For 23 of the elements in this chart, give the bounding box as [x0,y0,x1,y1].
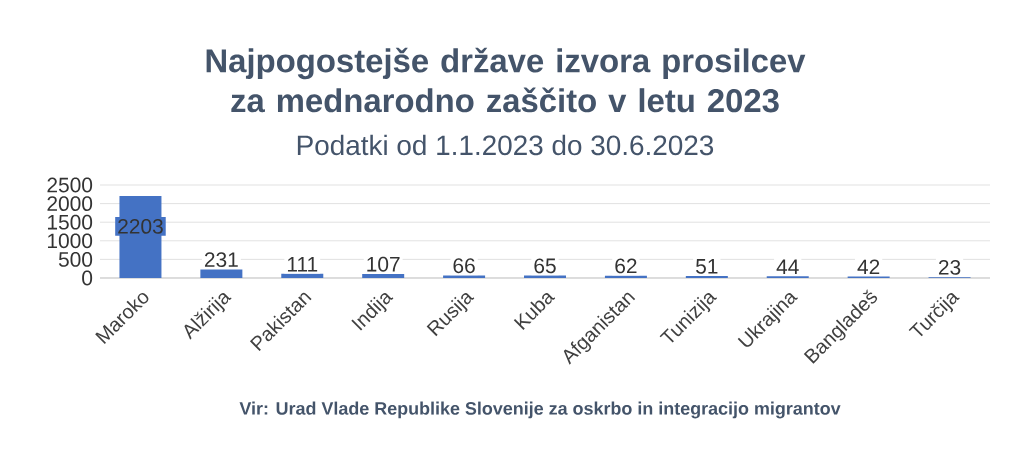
y-tick-label: 500 [58,252,93,267]
data-label: 107 [367,256,400,272]
y-tick-label: 0 [82,270,93,286]
chart-subtitle: Podatki od 1.1.2023 do 30.6.2023 [297,134,714,156]
data-label: 23 [938,259,961,275]
data-label: 42 [857,259,880,275]
bar [281,273,324,278]
bar [200,269,243,278]
text: Vir: Urad Vlade Republike Slovenije za oskrbo in integracijo migrantov [239,401,841,419]
data-label: 66 [453,258,475,274]
y-tick-label: 1500 [48,214,93,230]
y-tick-label: 2000 [47,196,93,212]
data-label: 2203 [118,218,163,234]
y-tick-label: 2500 [47,177,93,193]
y-tick-label: 1000 [48,233,93,249]
data-label: 65 [534,258,556,274]
data-label: 44 [776,259,799,274]
bar [362,274,405,278]
data-label: 111 [287,257,318,272]
chart-title: Najpogostejše države izvora prosilcev za mednarodno zaščito v letu 2023 [206,47,806,113]
data-label: 51 [696,259,718,274]
data-label: 231 [204,252,238,268]
data-label: 62 [615,258,637,274]
